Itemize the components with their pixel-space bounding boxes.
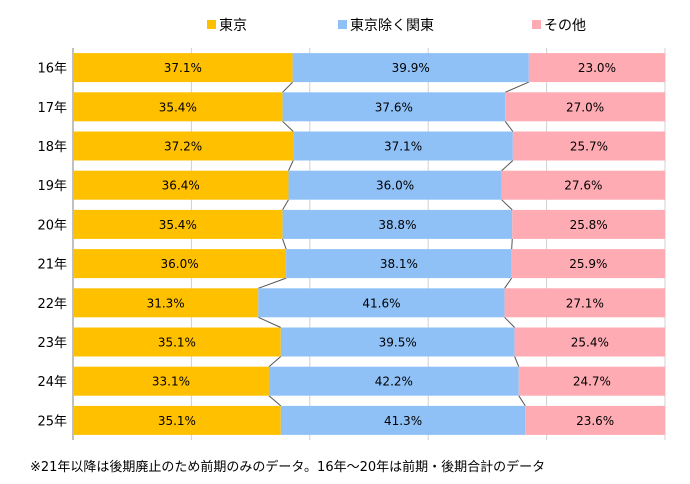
data-label: 35.1% [158,336,196,350]
data-label: 36.0% [160,257,198,271]
data-label: 38.8% [378,218,416,232]
data-label: 35.1% [158,414,196,428]
category-label: 24年 [37,375,67,390]
legend-swatch [207,20,216,29]
category-label: 21年 [37,258,67,273]
data-label: 37.1% [164,61,202,75]
data-label: 23.0% [578,61,616,75]
data-label: 27.0% [566,100,604,114]
category-label: 19年 [37,179,67,194]
bar [514,327,665,357]
data-label: 25.8% [570,218,608,232]
bar [288,170,502,200]
bar [525,405,665,435]
data-label: 38.1% [380,257,418,271]
data-label: 23.6% [576,414,614,428]
legend-label: 東京 [219,18,247,34]
legend-label: 東京除く関東 [350,18,434,34]
series-line [504,120,514,132]
bar [512,209,665,239]
bar [73,92,283,122]
series-line [282,120,294,132]
data-label: 25.7% [570,140,608,154]
bar [73,249,287,279]
category-label: 17年 [37,101,67,116]
series-line [511,238,513,250]
bar [268,366,519,396]
bar [280,327,515,357]
data-label: 27.1% [566,296,604,310]
bar [528,53,665,83]
data-label: 31.3% [147,296,185,310]
legend-swatch [532,20,541,29]
series-line [282,238,287,250]
bar [73,327,281,357]
bar [292,53,529,83]
bar [282,92,506,122]
data-label: 36.4% [162,179,200,193]
bar [505,92,665,122]
data-label: 37.1% [384,140,422,154]
bar [73,170,289,200]
series-line [268,395,282,407]
category-label: 23年 [37,336,67,351]
data-label: 25.4% [571,336,609,350]
data-label: 27.6% [564,179,602,193]
data-label: 37.2% [164,140,202,154]
bar [73,131,294,161]
category-label: 25年 [37,414,67,429]
bar [293,131,513,161]
series-line [501,160,514,172]
data-label: 37.6% [375,100,413,114]
data-label: 24.7% [573,375,611,389]
legend-swatch [338,20,347,29]
bar [258,288,505,318]
bar [73,366,269,396]
data-label: 41.6% [362,296,400,310]
data-label: 25.9% [569,257,607,271]
series-line [258,277,287,289]
bar [73,53,293,83]
footnote: ※21年以降は後期廃止のため前期のみのデータ。16年～20年は前期・後期合計のデ… [30,460,546,475]
data-label: 42.2% [375,375,413,389]
bar [73,405,281,435]
bar [73,209,283,239]
category-label: 18年 [37,140,67,155]
series-line [258,316,281,328]
bar [512,131,665,161]
bar [501,170,665,200]
series-line [268,356,282,368]
category-label: 22年 [37,297,67,312]
series-line [504,316,515,328]
bar [511,249,665,279]
bar [282,209,513,239]
bar [518,366,665,396]
series-line [501,199,513,211]
legend-label: その他 [544,18,586,34]
series-line [518,395,526,407]
data-label: 36.0% [376,179,414,193]
bar [286,249,512,279]
bar [73,288,259,318]
data-label: 39.5% [379,336,417,350]
category-label: 16年 [37,62,67,77]
data-label: 39.9% [392,61,430,75]
series-line [504,277,513,289]
bar [280,405,526,435]
data-label: 35.4% [159,100,197,114]
series-line [282,81,293,93]
data-label: 41.3% [384,414,422,428]
data-label: 35.4% [159,218,197,232]
category-label: 20年 [37,218,67,233]
series-line [504,81,530,93]
series-line [282,199,289,211]
data-label: 33.1% [152,375,190,389]
series-line [288,160,294,171]
bar [504,288,665,318]
series-line [514,356,520,367]
